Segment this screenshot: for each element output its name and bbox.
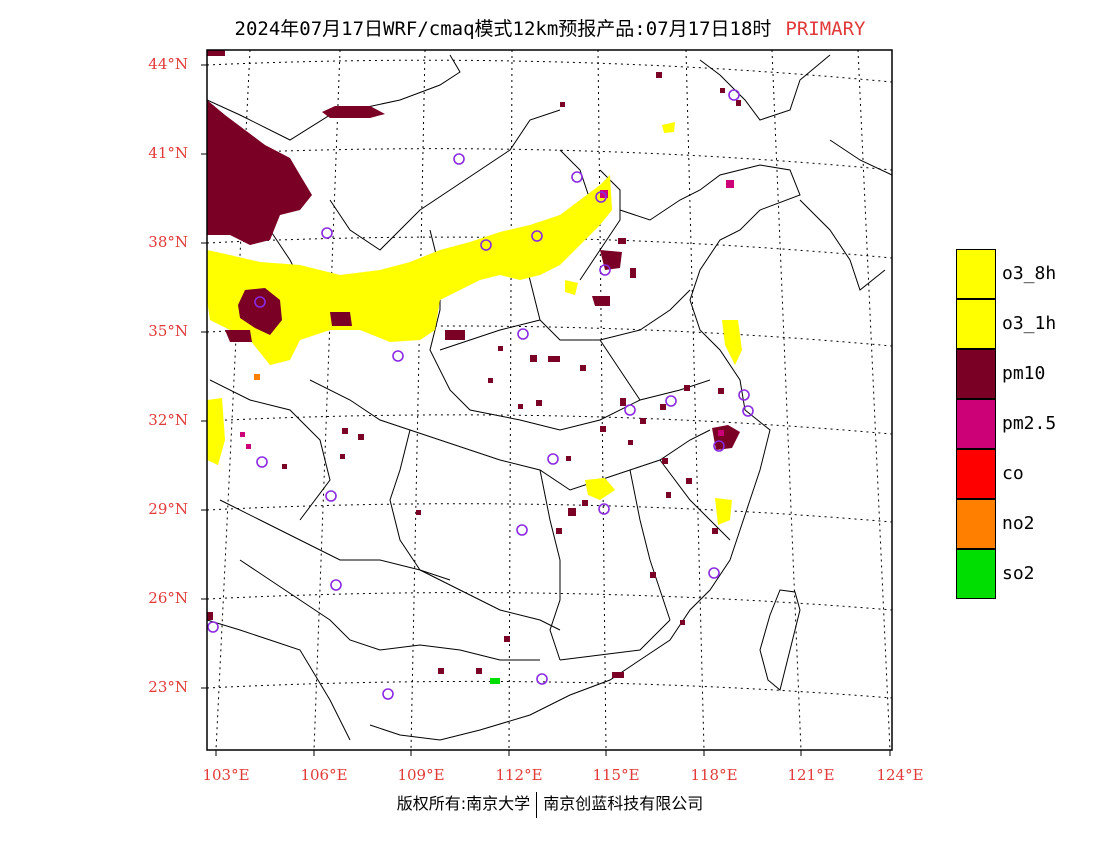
lon-label-115e: 115°E [592,766,640,784]
legend-swatch-o3-8h [956,249,996,299]
lon-label-103e: 103°E [202,766,250,784]
lat-label-29n: 29°N [148,500,188,518]
copyright-left: 版权所有:南京大学 [396,794,531,813]
map-frame [206,49,893,751]
legend-swatch-so2 [956,549,996,599]
legend-swatch-no2 [956,499,996,549]
lon-label-124e: 124°E [876,766,924,784]
legend-label-o3-8h: o3_8h [1002,263,1057,284]
legend-swatch-o3-1h [956,299,996,349]
o3-areas [207,122,742,525]
legend-label-so2: so2 [1002,563,1035,584]
title-text: 2024年07月17日WRF/cmaq模式12km预报产品:07月17日18时 [234,18,772,40]
lat-label-23n: 23°N [148,678,188,696]
legend-label-no2: no2 [1002,513,1035,534]
legend-swatch-co [956,449,996,499]
lat-label-32n: 32°N [148,411,188,429]
station-markers [207,89,754,700]
lat-label-35n: 35°N [148,322,188,340]
legend-swatch-pm25 [956,399,996,449]
lat-label-41n: 41°N [148,144,188,162]
lon-label-118e: 118°E [690,766,738,784]
lon-label-121e: 121°E [787,766,835,784]
footer-divider [536,791,538,818]
legend-label-o3-1h: o3_1h [1002,313,1057,334]
lat-gridlines [207,59,892,699]
legend-swatch-pm10 [956,349,996,399]
tick-marks [201,64,891,756]
copyright-right: 南京创蓝科技有限公司 [543,794,704,813]
legend-label-co: co [1002,463,1024,484]
lon-label-106e: 106°E [300,766,348,784]
copyright-footer: 版权所有:南京大学 南京创蓝科技有限公司 [0,790,1100,818]
lon-gridlines [215,50,891,750]
lat-label-38n: 38°N [148,233,188,251]
lon-label-109e: 109°E [397,766,445,784]
legend-label-pm25: pm2.5 [1002,413,1057,434]
boundaries [207,54,892,741]
lat-label-26n: 26°N [148,589,188,607]
lon-label-112e: 112°E [495,766,543,784]
lat-label-44n: 44°N [148,55,188,73]
map-title: 2024年07月17日WRF/cmaq模式12km预报产品:07月17日18时 P… [0,14,1100,41]
primary-tag: PRIMARY [785,18,866,40]
legend-label-pm10: pm10 [1002,363,1046,384]
